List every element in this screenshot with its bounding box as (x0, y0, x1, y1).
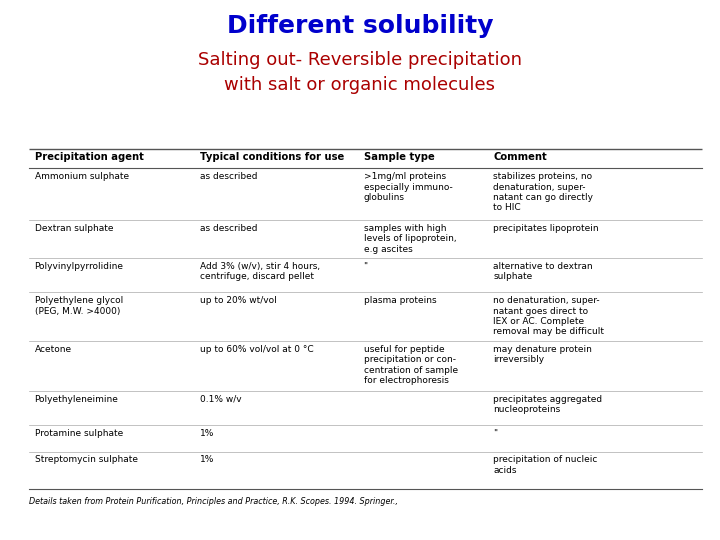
Text: useful for peptide
precipitation or con-
centration of sample
for electrophoresi: useful for peptide precipitation or con-… (364, 345, 458, 385)
Text: precipitation of nucleic
acids: precipitation of nucleic acids (493, 456, 598, 475)
Text: Add 3% (w/v), stir 4 hours,
centrifuge, discard pellet: Add 3% (w/v), stir 4 hours, centrifuge, … (200, 262, 320, 281)
Text: may denature protein
irreversibly: may denature protein irreversibly (493, 345, 592, 364)
Text: samples with high
levels of lipoprotein,
e.g ascites: samples with high levels of lipoprotein,… (364, 224, 456, 254)
Text: plasma proteins: plasma proteins (364, 296, 436, 305)
Text: as described: as described (200, 172, 258, 181)
Text: Acetone: Acetone (35, 345, 72, 354)
Text: 0.1% w/v: 0.1% w/v (200, 395, 242, 404)
Text: Ammonium sulphate: Ammonium sulphate (35, 172, 129, 181)
Text: Polyvinylpyrrolidine: Polyvinylpyrrolidine (35, 262, 124, 271)
Text: up to 20% wt/vol: up to 20% wt/vol (200, 296, 277, 305)
Text: Streptomycin sulphate: Streptomycin sulphate (35, 456, 138, 464)
Text: alternative to dextran
sulphate: alternative to dextran sulphate (493, 262, 593, 281)
Text: >1mg/ml proteins
especially immuno-
globulins: >1mg/ml proteins especially immuno- glob… (364, 172, 452, 202)
Text: stabilizes proteins, no
denaturation, super-
natant can go directly
to HIC: stabilizes proteins, no denaturation, su… (493, 172, 593, 212)
Text: ": " (493, 429, 498, 438)
Text: Details taken from Protein Purification, Principles and Practice, R.K. Scopes. 1: Details taken from Protein Purification,… (29, 497, 397, 506)
Text: Polyethylene glycol
(PEG, M.W. >4000): Polyethylene glycol (PEG, M.W. >4000) (35, 296, 123, 315)
Text: up to 60% vol/vol at 0 °C: up to 60% vol/vol at 0 °C (200, 345, 314, 354)
Text: Salting out- Reversible precipitation
with salt or organic molecules: Salting out- Reversible precipitation wi… (198, 51, 522, 93)
Text: as described: as described (200, 224, 258, 233)
Text: Comment: Comment (493, 152, 547, 162)
Text: Precipitation agent: Precipitation agent (35, 152, 143, 162)
Text: Dextran sulphate: Dextran sulphate (35, 224, 113, 233)
Text: Different solubility: Different solubility (227, 14, 493, 37)
Text: no denaturation, super-
natant goes direct to
IEX or AC. Complete
removal may be: no denaturation, super- natant goes dire… (493, 296, 604, 336)
Text: Sample type: Sample type (364, 152, 434, 162)
Text: 1%: 1% (200, 456, 215, 464)
Text: Protamine sulphate: Protamine sulphate (35, 429, 123, 438)
Text: Polyethyleneimine: Polyethyleneimine (35, 395, 118, 404)
Text: ": " (364, 262, 368, 271)
Text: precipitates aggregated
nucleoproteins: precipitates aggregated nucleoproteins (493, 395, 603, 414)
Text: precipitates lipoprotein: precipitates lipoprotein (493, 224, 599, 233)
Text: Typical conditions for use: Typical conditions for use (200, 152, 344, 162)
Text: 1%: 1% (200, 429, 215, 438)
